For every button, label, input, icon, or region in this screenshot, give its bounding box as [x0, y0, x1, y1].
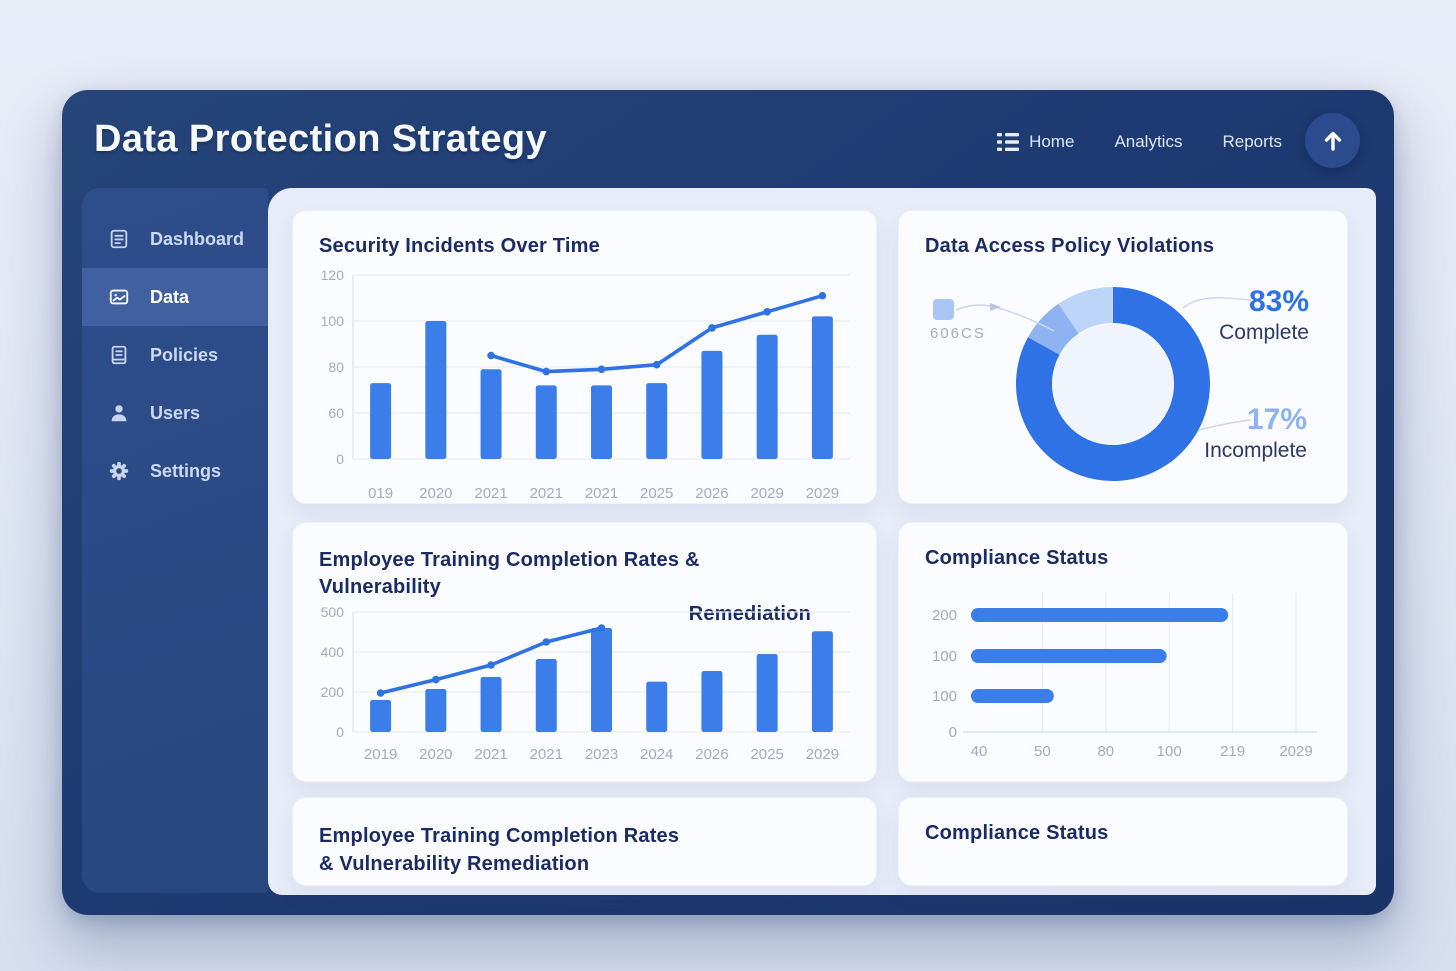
nav-item-label: Home	[1029, 132, 1075, 151]
card-title-line1: Employee Training Completion Rates	[319, 825, 680, 847]
svg-text:2029: 2029	[806, 746, 839, 763]
svg-text:0: 0	[336, 724, 344, 740]
sidebar: Dashboard Data Policies	[82, 188, 268, 893]
card-title: Compliance Status	[925, 822, 1109, 844]
svg-text:50: 50	[1034, 743, 1051, 760]
svg-text:2026: 2026	[695, 485, 728, 502]
card-title-line1: Employee Training Completion Rates & Vul…	[319, 549, 700, 598]
card-compliance-footer: Compliance Status	[898, 797, 1348, 886]
svg-text:80: 80	[328, 359, 344, 375]
card-policy-violations: Data Access Policy Violations 606CS 83% …	[898, 210, 1348, 504]
content-panel: Security Incidents Over Time 0 60 80 100 120…	[268, 188, 1376, 895]
svg-text:2021: 2021	[474, 746, 507, 763]
card-title: Security Incidents Over Time	[319, 235, 600, 257]
app-window: Data Protection Strategy Home Analytics …	[62, 90, 1394, 915]
nav-item-label: Reports	[1222, 132, 1282, 151]
donut-callout-incomplete: 17% Incomplete	[1204, 403, 1307, 463]
complete-label: Complete	[1219, 321, 1309, 344]
svg-text:200: 200	[321, 684, 345, 700]
training-chart: 0 200 400 500 2019 2020 2021 2021 2023 2024 2026 20…	[321, 604, 850, 763]
policies-icon	[108, 344, 130, 366]
svg-text:2021: 2021	[530, 485, 563, 502]
card-training-footer: Employee Training Completion Rates & Vul…	[292, 797, 877, 886]
svg-text:2029: 2029	[806, 485, 839, 502]
card-training-rates: Employee Training Completion Rates & Vul…	[292, 522, 877, 782]
card-title: Data Access Policy Violations	[925, 235, 1215, 257]
svg-text:2029: 2029	[750, 485, 783, 502]
settings-icon	[108, 460, 130, 482]
dashboard-icon	[108, 228, 130, 250]
svg-text:100: 100	[1157, 743, 1182, 760]
svg-text:100: 100	[932, 688, 957, 705]
incomplete-percentage: 17%	[1246, 403, 1307, 436]
svg-text:2024: 2024	[640, 746, 673, 763]
svg-text:80: 80	[1097, 743, 1114, 760]
scroll-top-button[interactable]	[1305, 113, 1360, 168]
sidebar-item-label: Data	[150, 286, 190, 307]
sidebar-item-label: Dashboard	[150, 228, 245, 249]
svg-text:2020: 2020	[419, 485, 452, 502]
policy-violations-donut-chart	[955, 287, 1252, 481]
card-security-incidents: Security Incidents Over Time 0 60 80 100 120…	[292, 210, 877, 504]
nav-item-analytics[interactable]: Analytics	[1114, 132, 1182, 152]
sidebar-item-policies[interactable]: Policies	[82, 326, 268, 384]
card-title-line2: & Vulnerability Remediation	[319, 853, 590, 875]
donut-callout-complete: 83% Complete	[1219, 285, 1309, 345]
top-nav: Home Analytics Reports	[997, 90, 1282, 194]
arrow-up-icon	[1320, 128, 1346, 154]
sidebar-item-users[interactable]: Users	[82, 384, 268, 442]
svg-text:400: 400	[321, 644, 345, 660]
svg-text:500: 500	[321, 604, 345, 620]
svg-text:60: 60	[328, 405, 344, 421]
svg-text:2023: 2023	[585, 746, 618, 763]
legend-swatch	[933, 299, 954, 320]
list-icon	[997, 133, 1020, 151]
card-title: Employee Training Completion Rates & Vul…	[319, 822, 679, 878]
users-icon	[108, 402, 130, 424]
card-title-line2: Remediation	[688, 603, 811, 625]
svg-text:120: 120	[321, 267, 345, 283]
svg-text:2021: 2021	[474, 485, 507, 502]
svg-text:2021: 2021	[585, 485, 618, 502]
svg-text:2020: 2020	[419, 746, 452, 763]
svg-text:019: 019	[368, 485, 393, 502]
svg-text:0: 0	[949, 724, 957, 741]
card-title: Compliance Status	[925, 547, 1109, 569]
nav-item-reports[interactable]: Reports	[1222, 132, 1282, 152]
svg-text:100: 100	[932, 648, 957, 665]
nav-item-home[interactable]: Home	[997, 132, 1074, 152]
sidebar-item-label: Settings	[150, 460, 222, 481]
svg-text:2019: 2019	[364, 746, 397, 763]
svg-text:2026: 2026	[695, 746, 728, 763]
svg-text:219: 219	[1220, 743, 1245, 760]
svg-text:2029: 2029	[1279, 743, 1312, 760]
card-title: Employee Training Completion Rates & Vul…	[319, 547, 811, 628]
svg-text:2025: 2025	[750, 746, 783, 763]
page-title: Data Protection Strategy	[94, 118, 548, 160]
sidebar-item-settings[interactable]: Settings	[82, 442, 268, 500]
svg-text:2021: 2021	[530, 746, 563, 763]
svg-text:100: 100	[321, 313, 345, 329]
data-icon	[108, 286, 130, 308]
card-compliance-status: Compliance Status 40 50 80 100 219 2029 200 100…	[898, 522, 1348, 782]
sidebar-item-label: Policies	[150, 344, 219, 365]
svg-text:2025: 2025	[640, 485, 673, 502]
svg-text:200: 200	[932, 607, 957, 624]
compliance-chart: 40 50 80 100 219 2029 200 100 100 0	[932, 593, 1317, 760]
incomplete-label: Incomplete	[1204, 439, 1307, 462]
nav-item-label: Analytics	[1114, 132, 1183, 151]
legend-label: 606CS	[930, 325, 986, 342]
sidebar-item-dashboard[interactable]: Dashboard	[82, 210, 268, 268]
sidebar-item-label: Users	[150, 402, 201, 423]
sidebar-item-data[interactable]: Data	[82, 268, 268, 326]
svg-text:40: 40	[971, 743, 988, 760]
complete-percentage: 83%	[1248, 285, 1309, 318]
security-incidents-chart: 0 60 80 100 120 019 2020 2021 2021 2021 2025 2026 20…	[321, 267, 850, 502]
svg-text:0: 0	[336, 451, 344, 467]
